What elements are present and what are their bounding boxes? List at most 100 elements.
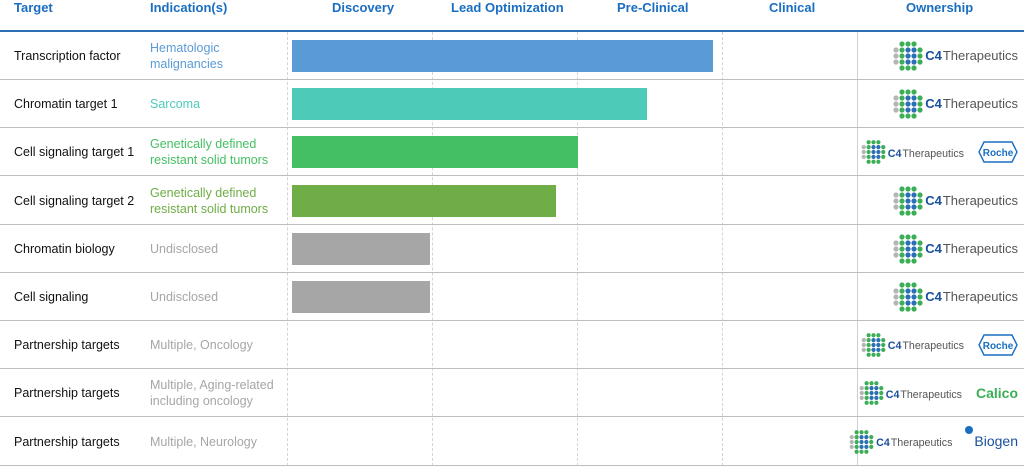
ownership-cell: C4Therapeutics Calico (859, 373, 1018, 413)
c4-logo-prefix: C4 (925, 192, 942, 208)
row-divider (0, 320, 1024, 321)
c4-logo-prefix: C4 (876, 436, 890, 449)
header-rule (0, 30, 1024, 32)
ownership-cell: C4Therapeutics (893, 229, 1018, 269)
ownership-cell: C4Therapeutics (893, 181, 1018, 221)
c4-logo-suffix: Therapeutics (942, 48, 1018, 64)
ownership-cell: C4Therapeutics Roche (861, 325, 1018, 365)
target-label: Partnership targets (14, 386, 120, 401)
c4-therapeutics-logo: C4Therapeutics (849, 429, 952, 455)
indication-label: Multiple, Aging-related including oncolo… (150, 378, 274, 409)
c4-therapeutics-logo: C4Therapeutics (893, 88, 1018, 120)
c4-dots-icon (859, 381, 884, 406)
target-label: Chromatin biology (14, 241, 115, 256)
ownership-divider (857, 32, 858, 466)
c4-logo-prefix: C4 (887, 340, 902, 353)
target-label: Cell signaling target 1 (14, 145, 135, 160)
row-divider (0, 368, 1024, 370)
target-label: Cell signaling (14, 290, 89, 304)
indication-label: Sarcoma (150, 97, 201, 112)
c4-logo-prefix: C4 (885, 388, 900, 401)
indication-label: Genetically defined resistant solid tumo… (150, 185, 269, 216)
row-divider (0, 271, 1024, 273)
c4-dots-icon (893, 282, 923, 312)
pipeline-row: Cell signaling Undisclosed C4Therapeutics (0, 273, 1024, 321)
pipeline-row: Transcription factor Hematologic malignan… (0, 32, 1024, 80)
ownership-cell: C4Therapeutics (893, 36, 1018, 76)
target-label: Cell signaling target 2 (14, 193, 135, 208)
pipeline-row: Chromatin biology Undisclosed C4Therapeuti… (0, 225, 1024, 273)
header-lead-optimization: Lead Optimization (451, 0, 564, 15)
pipeline-row: Partnership targets Multiple, Aging-relat… (0, 369, 1024, 418)
roche-hexagon-icon: Roche (978, 334, 1018, 356)
c4-logo-prefix: C4 (925, 48, 942, 64)
c4-logo-prefix: C4 (925, 289, 942, 305)
header-ownership: Ownership (906, 0, 974, 15)
c4-dots-icon (849, 429, 874, 454)
progress-bar (292, 40, 713, 72)
c4-logo-prefix: C4 (887, 147, 902, 160)
progress-bar (292, 232, 430, 265)
ownership-cell: C4Therapeutics (893, 277, 1018, 317)
indication-label: Genetically defined resistant solid tumo… (150, 137, 269, 168)
gridline-discovery (432, 32, 433, 466)
c4-therapeutics-logo: C4Therapeutics (861, 139, 964, 165)
c4-logo-suffix: Therapeutics (942, 241, 1018, 257)
c4-dots-icon (861, 333, 886, 358)
gridline-preclinical (722, 32, 723, 466)
table-header: Target Indication(s) Discovery Lead Opti… (0, 0, 1024, 30)
roche-logo: Roche (978, 334, 1018, 356)
ownership-cell: C4Therapeutics Roche (861, 132, 1018, 172)
pipeline-row: Cell signaling target 1 Genetically defin… (0, 128, 1024, 177)
indication-label: Undisclosed (150, 290, 219, 304)
progress-bar (292, 88, 647, 121)
ownership-cell: C4Therapeutics Biogen (849, 422, 1018, 462)
target-label: Partnership targets (14, 338, 120, 353)
c4-logo-suffix: Therapeutics (902, 340, 964, 353)
c4-therapeutics-logo: C4Therapeutics (893, 40, 1018, 72)
c4-logo-prefix: C4 (925, 241, 942, 257)
progress-bar (292, 281, 430, 313)
c4-dots-icon (893, 185, 923, 216)
c4-therapeutics-logo: C4Therapeutics (893, 185, 1018, 217)
header-clinical: Clinical (769, 0, 816, 15)
roche-hexagon-icon: Roche (978, 141, 1018, 164)
c4-logo-prefix: C4 (925, 96, 942, 112)
row-divider (0, 223, 1024, 225)
row-divider (0, 175, 1024, 177)
c4-therapeutics-logo: C4Therapeutics (893, 233, 1018, 265)
c4-dots-icon (893, 89, 923, 119)
c4-logo-suffix: Therapeutics (942, 192, 1018, 208)
c4-therapeutics-logo: C4Therapeutics (859, 380, 962, 406)
header-preclinical: Pre-Clinical (617, 0, 689, 15)
indication-label: Multiple, Oncology (150, 338, 253, 353)
row-divider (0, 416, 1024, 418)
indication-label: Undisclosed (150, 241, 219, 256)
gridline-start (287, 32, 288, 466)
target-label: Partnership targets (14, 434, 120, 449)
indication-label: Hematologic malignancies (150, 41, 223, 71)
c4-logo-suffix: Therapeutics (890, 436, 953, 449)
pipeline-row: Partnership targets Multiple, Neurology C4… (0, 418, 1024, 466)
row-divider (0, 464, 1024, 466)
row-divider (0, 127, 1024, 129)
c4-logo-suffix: Therapeutics (942, 96, 1018, 112)
progress-bar (292, 136, 578, 169)
roche-logo: Roche (978, 141, 1018, 164)
target-label: Chromatin target 1 (14, 97, 118, 112)
pipeline-row: Chromatin target 1 Sarcoma C4Therapeutics (0, 80, 1024, 129)
gridline-lead-opt (577, 32, 578, 466)
roche-logo-text: Roche (983, 148, 1014, 159)
c4-therapeutics-logo: C4Therapeutics (893, 281, 1018, 313)
header-discovery: Discovery (332, 0, 395, 15)
c4-logo-suffix: Therapeutics (902, 147, 964, 160)
ownership-cell: C4Therapeutics (893, 84, 1018, 124)
c4-dots-icon (893, 41, 923, 71)
c4-dots-icon (893, 234, 923, 264)
biogen-logo-text: Biogen (974, 432, 1018, 449)
c4-dots-icon (861, 140, 886, 165)
pipeline-row: Cell signaling target 2 Genetically defin… (0, 177, 1024, 225)
roche-logo-text: Roche (983, 341, 1014, 352)
header-indication: Indication(s) (150, 0, 228, 15)
calico-logo: Calico (975, 385, 1018, 402)
